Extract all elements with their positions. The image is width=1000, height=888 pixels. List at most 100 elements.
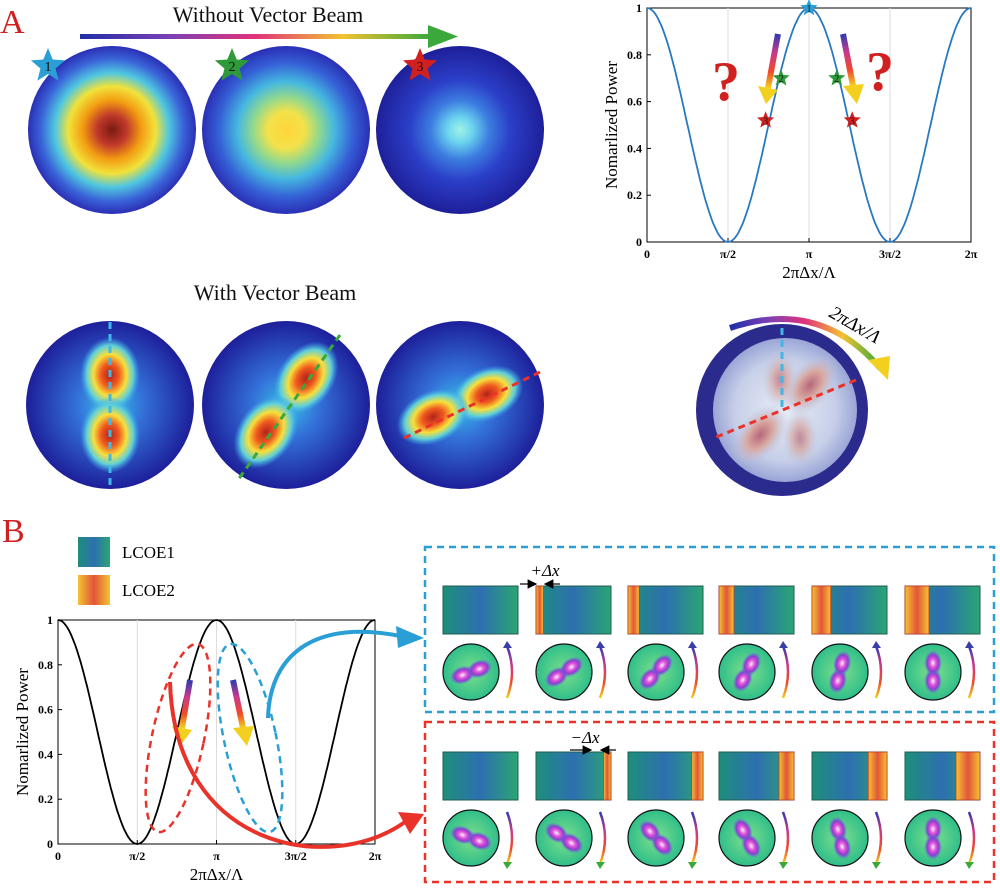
x-tick-label: 3π/2 bbox=[285, 849, 307, 863]
lcoe-cell bbox=[535, 585, 612, 701]
rotation-arrow bbox=[781, 645, 790, 699]
vector-spot-3 bbox=[376, 321, 544, 489]
lcoe-cell bbox=[627, 585, 704, 701]
rotation-arrow bbox=[690, 645, 699, 699]
star-label: 2 bbox=[229, 60, 236, 75]
mode-lobe bbox=[832, 650, 852, 677]
rotation-arrowhead bbox=[779, 862, 788, 869]
rotation-arrowhead bbox=[596, 641, 605, 648]
rotation-arrow bbox=[781, 811, 790, 865]
question-mark-right: ? bbox=[866, 41, 894, 103]
spot-without-1 bbox=[28, 46, 196, 214]
y-tick-label: 0.2 bbox=[627, 188, 642, 202]
mode-lobe bbox=[924, 668, 942, 694]
lcoe2-strip bbox=[778, 751, 795, 801]
lcoe2-strip bbox=[904, 585, 930, 635]
mode-lobe bbox=[832, 833, 852, 860]
marker-label: 3 bbox=[763, 116, 768, 127]
chart-a: 0 π/2 π 3π/2 2π 0 0.2 0.4 0.6 0.8 1 2πΔx/Λ Nomarlize… bbox=[602, 0, 978, 282]
series-line bbox=[57, 619, 376, 845]
rotation-arrow bbox=[967, 645, 976, 699]
y-tick-label: 1 bbox=[47, 613, 53, 627]
lcoe1-strip bbox=[535, 751, 612, 801]
rotation-arrowhead bbox=[872, 862, 881, 869]
lcoe2-strip bbox=[603, 751, 612, 801]
star-2-icon bbox=[214, 48, 250, 81]
x-tick-label: 2π bbox=[965, 247, 978, 261]
spot-without-3 bbox=[376, 46, 544, 214]
lcoe-cell bbox=[811, 585, 888, 701]
down-arrow-left bbox=[758, 33, 781, 104]
y-axis-label: Nomarlized Power bbox=[602, 61, 621, 189]
star-label: 1 bbox=[45, 60, 52, 75]
rotation-arrowhead bbox=[779, 641, 788, 648]
lcoe2-strip bbox=[627, 585, 640, 635]
mode-lobe bbox=[466, 659, 493, 679]
x-axis-label: 2πΔx/Λ bbox=[782, 263, 836, 282]
lcoe1-strip bbox=[627, 585, 704, 635]
lcoe1-strip bbox=[627, 751, 704, 801]
spot-without-2 bbox=[202, 46, 370, 214]
star-label: 3 bbox=[417, 60, 424, 75]
rotation-arrowhead bbox=[965, 862, 974, 869]
y-tick-label: 1 bbox=[636, 1, 642, 15]
lcoe2-strip bbox=[811, 585, 832, 635]
marker-star-2-icon bbox=[828, 69, 846, 86]
x-tick-label: 3π/2 bbox=[879, 247, 901, 261]
rotation-arrow bbox=[505, 645, 514, 699]
delta-minus-label: −Δx bbox=[571, 728, 600, 747]
title-with-vector-beam: With Vector Beam bbox=[194, 280, 356, 305]
y-tick-label: 0.8 bbox=[38, 658, 53, 672]
connector-arrow-red bbox=[168, 681, 407, 849]
highlight-ellipse-blue bbox=[216, 642, 284, 834]
marker-star-3-icon bbox=[757, 111, 775, 128]
rotation-arrowhead bbox=[503, 641, 512, 648]
lcoe-cell bbox=[442, 751, 519, 869]
x-tick-label: π/2 bbox=[720, 247, 736, 261]
highlight-ellipse-red bbox=[144, 642, 212, 834]
x-tick-label: π/2 bbox=[129, 849, 145, 863]
lcoe1-strip bbox=[442, 751, 519, 801]
rotation-arrow bbox=[690, 811, 699, 865]
mode-lobe bbox=[924, 816, 942, 842]
lcoe-cell bbox=[627, 751, 704, 869]
x-tick-label: π bbox=[806, 247, 813, 261]
marker-label: 1 bbox=[807, 4, 812, 15]
connector-arrow-blue bbox=[266, 629, 401, 719]
lcoe-cell bbox=[718, 585, 795, 701]
y-tick-label: 0.2 bbox=[38, 792, 53, 806]
mode-lobe bbox=[924, 650, 942, 676]
lcoe-cell bbox=[904, 585, 981, 701]
lcoe-sequence-plus-box bbox=[423, 545, 996, 714]
lcoe2-strip bbox=[867, 751, 888, 801]
x-axis-label: 2πΔx/Λ bbox=[190, 865, 244, 884]
marker-star-1-icon bbox=[800, 0, 818, 16]
lcoe-cell bbox=[904, 751, 981, 869]
lcoe-cell bbox=[718, 751, 795, 869]
lcoe-cell bbox=[535, 751, 612, 869]
rotation-arrowhead bbox=[872, 641, 881, 648]
down-arrow-right bbox=[840, 33, 864, 104]
y-tick-label: 0.8 bbox=[627, 48, 642, 62]
rotation-arrow bbox=[598, 811, 607, 865]
x-tick-label: 0 bbox=[55, 849, 61, 863]
y-tick-label: 0.6 bbox=[627, 95, 642, 109]
chart-b: 0 π/2 π 3π/2 2π 0 0.2 0.4 0.6 0.8 1 2πΔx/Λ Nomarlize… bbox=[13, 613, 382, 884]
progression-arrow bbox=[80, 25, 458, 48]
legend: LCOE1 LCOE2 bbox=[78, 537, 175, 605]
marker-label: 3 bbox=[850, 116, 855, 127]
lcoe1-strip bbox=[442, 585, 519, 635]
mode-lobe bbox=[741, 833, 762, 859]
mode-lobe bbox=[559, 656, 584, 678]
marker-label: 2 bbox=[834, 74, 839, 85]
rotation-arrowhead bbox=[596, 862, 605, 869]
x-tick-label: 0 bbox=[644, 247, 650, 261]
legend-swatch-lcoe1 bbox=[78, 537, 110, 567]
sequence-plus bbox=[442, 579, 981, 701]
x-tick-label: π bbox=[213, 849, 220, 863]
rotation-arrow bbox=[598, 645, 607, 699]
legend-label-lcoe2: LCOE2 bbox=[122, 581, 175, 600]
mode-lobe bbox=[559, 832, 584, 854]
question-mark-left: ? bbox=[712, 51, 740, 113]
